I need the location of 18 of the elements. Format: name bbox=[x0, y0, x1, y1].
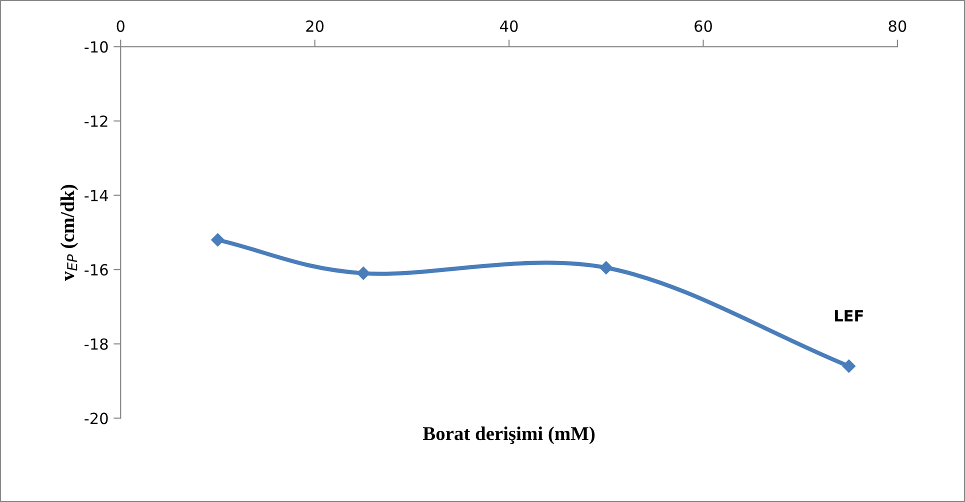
y-tick-label: -10 bbox=[84, 41, 108, 53]
x-tick-label: 80 bbox=[888, 20, 906, 32]
x-tick-label: 20 bbox=[306, 20, 324, 32]
x-tick-label: 60 bbox=[694, 20, 712, 32]
y-tick-label: -14 bbox=[84, 190, 108, 202]
y-axis-title: v$_{EP}$ (cm/dk) bbox=[60, 184, 78, 281]
y-tick-label: -18 bbox=[84, 338, 108, 350]
y-tick-label: -16 bbox=[84, 264, 108, 276]
text: LEF bbox=[835, 310, 863, 322]
x-axis-title: Borat derişimi (mM) bbox=[422, 426, 595, 444]
y-tick-label: -12 bbox=[84, 115, 108, 127]
x-tick-label: 40 bbox=[500, 20, 518, 32]
point bbox=[356, 266, 370, 280]
x-tick-label: 0 bbox=[116, 20, 124, 32]
point bbox=[211, 233, 224, 246]
point bbox=[842, 360, 856, 373]
point bbox=[600, 261, 613, 274]
y-tick-label: -20 bbox=[84, 412, 108, 424]
